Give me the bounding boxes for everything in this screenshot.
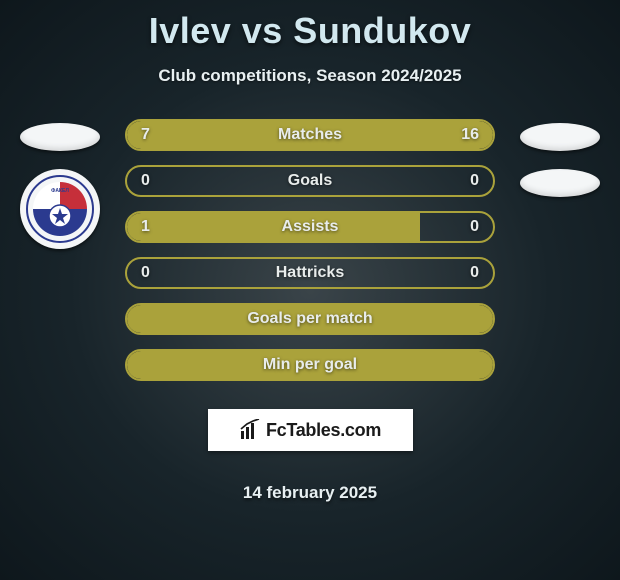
stat-bar-min-per-goal: Min per goal <box>125 349 495 381</box>
stat-value-right: 0 <box>470 218 479 236</box>
stat-bar-assists: 1 Assists 0 <box>125 211 495 243</box>
page-title: Ivlev vs Sundukov <box>0 0 620 52</box>
left-player-column: ФАКЕЛ <box>15 105 105 249</box>
stat-bar-goals: 0 Goals 0 <box>125 165 495 197</box>
brand-watermark: FcTables.com <box>208 409 413 451</box>
club-crest-icon: ФАКЕЛ <box>20 169 100 249</box>
subtitle: Club competitions, Season 2024/2025 <box>0 66 620 86</box>
stat-bar-goals-per-match: Goals per match <box>125 303 495 335</box>
stat-label: Goals per match <box>127 310 493 328</box>
brand-text: FcTables.com <box>266 420 381 441</box>
brand-chart-icon <box>239 419 261 441</box>
stats-bars: 7 Matches 16 0 Goals 0 1 Assists 0 0 Hat… <box>105 119 515 503</box>
stat-label: Assists <box>127 218 493 236</box>
player-silhouette-icon <box>520 169 600 197</box>
stat-value-right: 16 <box>461 126 479 144</box>
stat-label: Matches <box>127 126 493 144</box>
date-line: 14 february 2025 <box>125 483 495 503</box>
player-silhouette-icon <box>20 123 100 151</box>
stat-label: Hattricks <box>127 264 493 282</box>
stat-label: Min per goal <box>127 356 493 374</box>
stat-value-right: 0 <box>470 264 479 282</box>
stat-bar-matches: 7 Matches 16 <box>125 119 495 151</box>
stat-label: Goals <box>127 172 493 190</box>
stat-bar-hattricks: 0 Hattricks 0 <box>125 257 495 289</box>
comparison-content: ФАКЕЛ 7 Matches 16 0 Goals 0 1 Assists 0 <box>0 105 620 503</box>
stat-value-right: 0 <box>470 172 479 190</box>
svg-text:ФАКЕЛ: ФАКЕЛ <box>51 188 69 194</box>
right-player-column <box>515 105 605 197</box>
player-silhouette-icon <box>520 123 600 151</box>
